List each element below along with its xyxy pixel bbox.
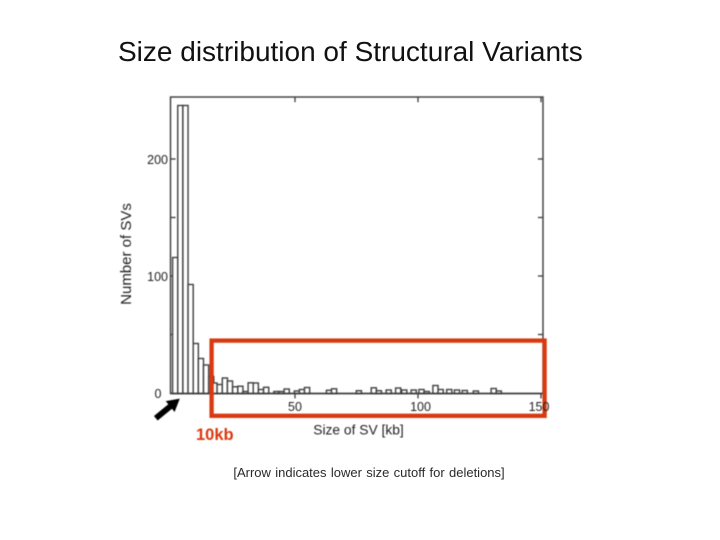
svg-text:50: 50	[288, 400, 302, 414]
svg-text:0: 0	[155, 387, 162, 401]
svg-text:200: 200	[147, 153, 168, 167]
svg-text:100: 100	[147, 270, 168, 284]
svg-text:Number of SVs: Number of SVs	[118, 203, 135, 305]
svg-text:Size of SV [kb]: Size of SV [kb]	[313, 423, 404, 438]
svg-text:10kb: 10kb	[196, 426, 234, 444]
svg-text:100: 100	[410, 400, 431, 414]
svg-text:150: 150	[529, 400, 550, 414]
